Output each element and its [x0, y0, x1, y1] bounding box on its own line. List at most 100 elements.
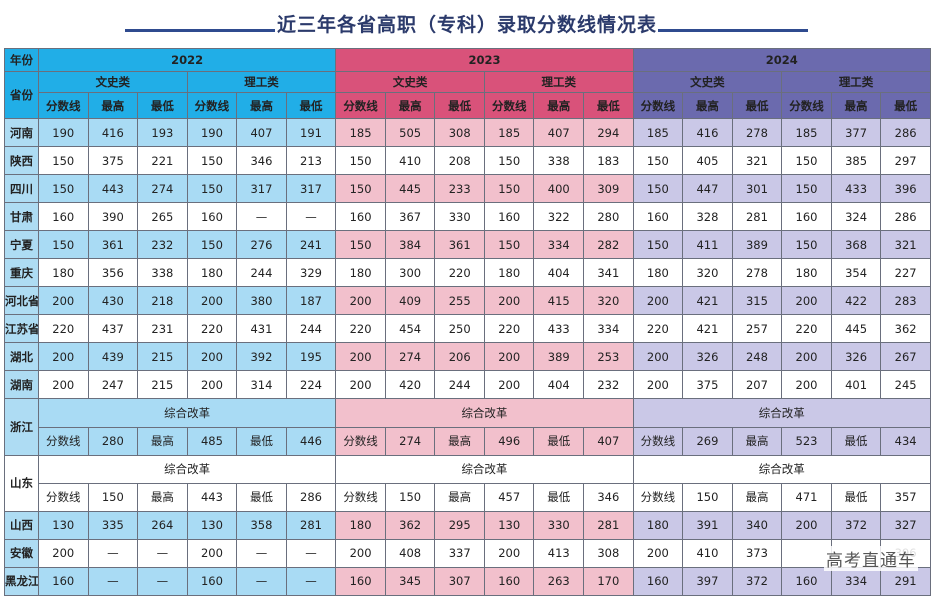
score-cell: 160 — [186, 566, 238, 597]
reform-label: 综合改革 — [632, 454, 931, 484]
score-cell: 338 — [137, 258, 188, 288]
score-cell: 206 — [434, 342, 485, 372]
score-cell: 150 — [186, 174, 238, 204]
score-cell: 200 — [632, 342, 684, 372]
score-cell: 326 — [682, 342, 733, 372]
score-cell: 330 — [434, 202, 485, 232]
score-cell: 241 — [285, 230, 337, 260]
score-cell: 232 — [137, 230, 188, 260]
score-cell: 384 — [384, 230, 436, 260]
reform-label: 综合改革 — [37, 454, 337, 484]
score-cell: 150 — [186, 146, 238, 176]
score-cell: 185 — [632, 117, 684, 148]
province-label: 安徽 — [4, 538, 39, 568]
score-cell: 362 — [880, 314, 931, 344]
shandong-reform-row: 山东 综合改革 综合改革 综合改革 — [4, 454, 931, 512]
score-cell: 200 — [335, 286, 386, 316]
score-cell: 150 — [483, 174, 535, 204]
score-cell: 200 — [781, 342, 832, 372]
score-cell: 200 — [38, 538, 89, 568]
score-cell: 150 — [384, 482, 436, 512]
table-row: 黑龙江 160— —160— —160 345 307 160 263 170 160 397 372… — [4, 566, 931, 597]
province-label: 河南 — [4, 117, 39, 148]
page-title: 近三年各省高职（专科）录取分数线情况表 — [276, 14, 657, 36]
score-cell: 150 — [632, 230, 684, 260]
score-cell: 267 — [880, 342, 931, 372]
category-2024-ligong: 理工类 — [781, 71, 931, 93]
score-cell: 283 — [880, 286, 931, 316]
province-label: 宁夏 — [4, 230, 39, 260]
title-decoration-left — [125, 29, 275, 32]
score-cell: 446 — [285, 426, 337, 456]
score-cell: 295 — [434, 510, 485, 540]
score-cell: 431 — [236, 314, 287, 344]
score-cell: 280 — [87, 426, 139, 456]
score-cell: 391 — [682, 510, 733, 540]
table-row: 安徽200——200——2004083372004133082004103733… — [4, 538, 931, 568]
score-cell: 281 — [731, 202, 783, 232]
score-cell: 200 — [781, 370, 832, 400]
score-cell: 150 — [682, 482, 733, 512]
score-table: 年份 2022 2023 2024 省份 文史类 理工类 文史类 理工类 文史类… — [4, 48, 931, 597]
score-cell: 407 — [533, 117, 585, 148]
score-cell: 320 — [583, 286, 634, 316]
score-cell: 390 — [87, 202, 139, 232]
score-cell: 471 — [781, 482, 832, 512]
table-row: 河北省 200 430 218 200 380 187 200 409 255 200 415 320 2… — [4, 286, 931, 316]
score-cell: 400 — [533, 174, 585, 204]
province-label: 四川 — [4, 174, 39, 204]
column-header: 分数线 — [335, 92, 386, 119]
score-cell: 最低 — [236, 482, 287, 512]
column-header: 最高 — [533, 92, 585, 119]
score-cell: 185 — [781, 117, 832, 148]
year-header-2024: 2024 — [632, 48, 931, 72]
score-cell: 282 — [583, 230, 634, 260]
score-cell: 361 — [87, 230, 139, 260]
score-cell: 294 — [583, 117, 634, 148]
score-cell: 160 — [186, 202, 238, 232]
score-cell: 322 — [533, 202, 585, 232]
score-cell: 227 — [880, 258, 931, 288]
score-cell: 407 — [236, 117, 287, 148]
score-cell: 180 — [186, 258, 238, 288]
score-cell: — — [137, 538, 188, 568]
score-cell: 150 — [335, 174, 386, 204]
score-cell: 185 — [335, 117, 386, 148]
score-cell: 422 — [830, 286, 882, 316]
score-cell: 191 — [285, 117, 337, 148]
score-cell: 280 — [583, 202, 634, 232]
score-cell: 416 — [682, 117, 733, 148]
column-header: 分数线 — [632, 92, 684, 119]
province-label: 山东 — [4, 454, 39, 512]
score-cell: 362 — [384, 510, 436, 540]
score-cell: 180 — [632, 510, 684, 540]
score-cell: — — [87, 538, 139, 568]
score-cell: 180 — [335, 510, 386, 540]
score-cell: 最低 — [533, 482, 585, 512]
column-header: 最低 — [137, 92, 188, 119]
column-header: 分数线 — [38, 92, 89, 119]
score-cell: 454 — [384, 314, 436, 344]
score-cell: 最高 — [137, 482, 188, 512]
score-cell: 434 — [880, 426, 931, 456]
score-cell: 430 — [87, 286, 139, 316]
score-cell: 200 — [186, 342, 238, 372]
score-cell: 297 — [880, 146, 931, 176]
score-cell: 最高 — [434, 426, 485, 456]
score-cell: 130 — [483, 510, 535, 540]
score-cell: 160 — [632, 566, 684, 597]
score-cell: 327 — [880, 510, 931, 540]
score-cell: 200 — [483, 342, 535, 372]
score-cell: 375 — [682, 370, 733, 400]
score-cell: 340 — [731, 510, 783, 540]
score-cell: 307 — [434, 566, 485, 597]
category-2024-wenshi: 文史类 — [632, 71, 783, 93]
score-cell: 160 — [781, 566, 832, 597]
score-cell: 250 — [434, 314, 485, 344]
score-cell: — — [236, 566, 287, 597]
score-cell: 377 — [830, 117, 882, 148]
score-cell: 208 — [434, 146, 485, 176]
score-cell: 最低 — [236, 426, 287, 456]
score-cell: 220 — [186, 314, 238, 344]
score-cell: 200 — [38, 342, 89, 372]
